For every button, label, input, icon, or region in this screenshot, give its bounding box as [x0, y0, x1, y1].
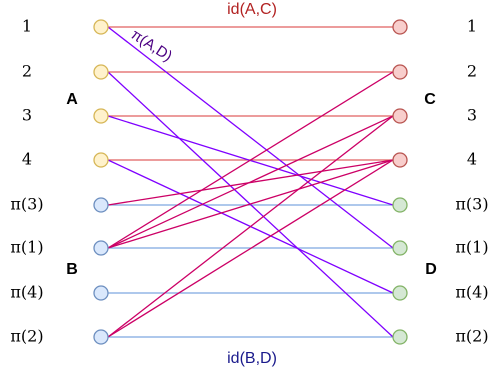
pi-ad-label: π(A,D)	[128, 26, 175, 65]
id-bd-label: id(B,D)	[227, 350, 277, 367]
node-a	[93, 108, 109, 124]
right-row-label: 3	[467, 106, 477, 125]
group-label-d: D	[425, 261, 437, 278]
right-row-label: π(2)	[455, 327, 488, 346]
node-b	[93, 240, 109, 256]
left-row-label: π(1)	[10, 238, 43, 257]
group-label-a: A	[66, 91, 78, 108]
magenta-edge	[107, 115, 394, 338]
left-row-label: π(2)	[10, 327, 43, 346]
node-d	[392, 240, 408, 256]
right-row-label: π(3)	[455, 195, 488, 214]
node-c	[392, 152, 408, 168]
node-d	[392, 197, 408, 213]
node-a	[93, 19, 109, 35]
right-row-label: 2	[467, 62, 477, 81]
right-row-label: π(1)	[455, 238, 488, 257]
right-row-label: 1	[467, 17, 477, 36]
node-c	[392, 19, 408, 35]
left-row-label: π(3)	[10, 195, 43, 214]
node-b	[93, 197, 109, 213]
magenta-edge	[107, 159, 394, 249]
magenta-edge	[107, 159, 394, 338]
node-b	[93, 285, 109, 301]
left-row-label: 4	[22, 150, 32, 169]
left-row-label: π(4)	[10, 283, 43, 302]
node-d	[392, 329, 408, 345]
right-row-label: π(4)	[455, 283, 488, 302]
nodes-layer	[93, 19, 408, 345]
right-labels: 1 2 3 4 π(3) π(1) π(4) π(2)	[455, 17, 488, 346]
id-ac-label: id(A,C)	[227, 1, 277, 18]
magenta-edge	[107, 115, 394, 249]
left-row-label: 3	[22, 106, 32, 125]
group-label-c: C	[424, 91, 436, 108]
node-c	[392, 108, 408, 124]
left-row-label: 1	[22, 17, 32, 36]
group-label-b: B	[66, 261, 78, 278]
edges-layer	[107, 26, 394, 338]
node-b	[93, 329, 109, 345]
node-c	[392, 64, 408, 80]
purple-edge	[107, 26, 394, 249]
node-a	[93, 64, 109, 80]
magenta-edge	[107, 71, 394, 249]
right-row-label: 4	[467, 150, 477, 169]
left-row-label: 2	[22, 62, 32, 81]
node-a	[93, 152, 109, 168]
node-d	[392, 285, 408, 301]
left-labels: 1 2 3 4 π(3) π(1) π(4) π(2)	[10, 17, 43, 346]
